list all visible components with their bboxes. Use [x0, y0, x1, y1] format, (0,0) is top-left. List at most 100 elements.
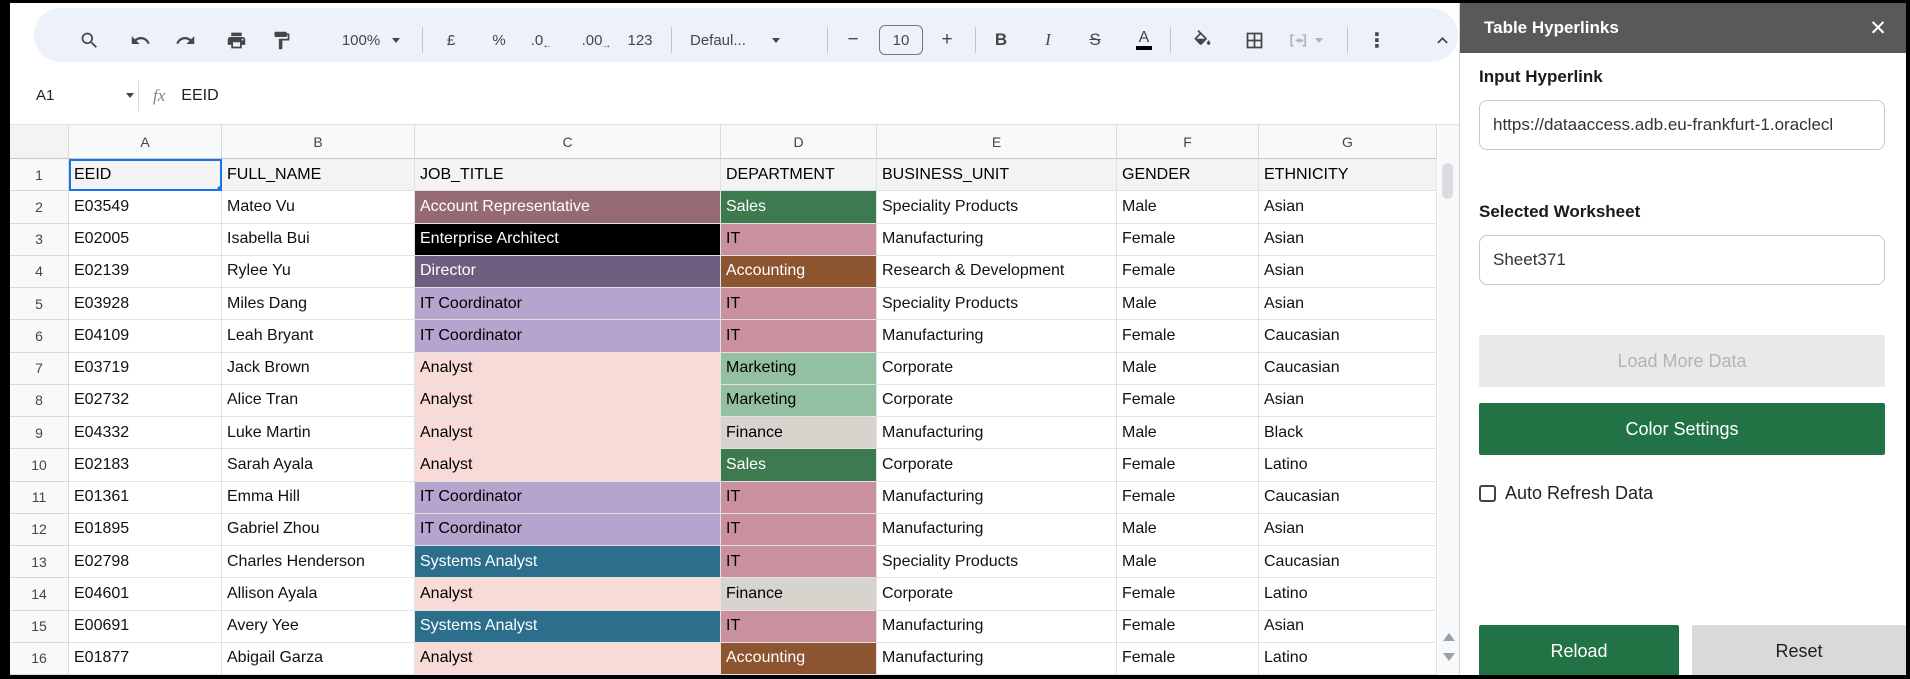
worksheet-input[interactable] — [1479, 235, 1885, 285]
cell-E13[interactable]: Speciality Products — [877, 546, 1117, 579]
load-more-data-button[interactable]: Load More Data — [1479, 335, 1885, 387]
cell-D2[interactable]: Sales — [721, 191, 877, 224]
cell-C15[interactable]: Systems Analyst — [415, 610, 721, 643]
bold-button[interactable]: B — [994, 30, 1008, 49]
italic-button[interactable]: I — [1045, 30, 1051, 49]
decrease-font-size-button[interactable]: − — [847, 29, 859, 50]
row-header-13[interactable]: 13 — [10, 546, 69, 579]
color-settings-button[interactable]: Color Settings — [1479, 403, 1885, 455]
paint-format-icon[interactable] — [263, 22, 299, 58]
cell-D16[interactable]: Accounting — [721, 642, 877, 675]
cell-E16[interactable]: Manufacturing — [877, 642, 1117, 675]
cell-A7[interactable]: E03719 — [69, 352, 222, 385]
cell-A1[interactable]: EEID — [69, 159, 222, 192]
cell-C14[interactable]: Analyst — [415, 578, 721, 611]
cell-E15[interactable]: Manufacturing — [877, 610, 1117, 643]
decrease-decimal-button[interactable]: .0 ← — [524, 22, 560, 58]
cell-E12[interactable]: Manufacturing — [877, 513, 1117, 546]
row-header-3[interactable]: 3 — [10, 223, 69, 256]
cell-D4[interactable]: Accounting — [721, 255, 877, 288]
cell-D10[interactable]: Sales — [721, 449, 877, 482]
increase-font-size-button[interactable]: + — [941, 29, 953, 50]
borders-icon[interactable] — [1236, 22, 1272, 58]
row-header-11[interactable]: 11 — [10, 481, 69, 514]
cell-G8[interactable]: Asian — [1259, 384, 1437, 417]
hide-toolbar-button[interactable] — [1424, 22, 1460, 58]
cell-G12[interactable]: Asian — [1259, 513, 1437, 546]
cell-B16[interactable]: Abigail Garza — [222, 642, 415, 675]
redo-icon[interactable] — [167, 22, 203, 58]
more-options-button[interactable]: ⋮ — [1367, 29, 1387, 52]
zoom-select[interactable]: 100% — [326, 22, 416, 58]
cell-B8[interactable]: Alice Tran — [222, 384, 415, 417]
scrollbar-thumb[interactable] — [1442, 163, 1453, 199]
cell-F12[interactable]: Male — [1117, 513, 1259, 546]
close-icon[interactable]: ✕ — [1869, 16, 1887, 40]
cell-F1[interactable]: GENDER — [1117, 159, 1259, 192]
cell-C12[interactable]: IT Coordinator — [415, 513, 721, 546]
cell-C9[interactable]: Analyst — [415, 417, 721, 450]
cell-D11[interactable]: IT — [721, 481, 877, 514]
print-icon[interactable] — [218, 22, 254, 58]
cell-B11[interactable]: Emma Hill — [222, 481, 415, 514]
cell-B7[interactable]: Jack Brown — [222, 352, 415, 385]
cell-E4[interactable]: Research & Development — [877, 255, 1117, 288]
formula-input[interactable]: EEID — [181, 86, 219, 104]
cell-A11[interactable]: E01361 — [69, 481, 222, 514]
row-header-8[interactable]: 8 — [10, 384, 69, 417]
cell-E2[interactable]: Speciality Products — [877, 191, 1117, 224]
cell-D14[interactable]: Finance — [721, 578, 877, 611]
row-header-7[interactable]: 7 — [10, 352, 69, 385]
row-header-1[interactable]: 1 — [10, 159, 69, 192]
cell-E14[interactable]: Corporate — [877, 578, 1117, 611]
cell-F4[interactable]: Female — [1117, 255, 1259, 288]
cell-E1[interactable]: BUSINESS_UNIT — [877, 159, 1117, 192]
cell-B2[interactable]: Mateo Vu — [222, 191, 415, 224]
cell-G13[interactable]: Caucasian — [1259, 546, 1437, 579]
row-header-6[interactable]: 6 — [10, 320, 69, 353]
cell-D3[interactable]: IT — [721, 223, 877, 256]
cell-E10[interactable]: Corporate — [877, 449, 1117, 482]
cell-A6[interactable]: E04109 — [69, 320, 222, 353]
column-header-G[interactable]: G — [1259, 125, 1437, 159]
cell-D5[interactable]: IT — [721, 288, 877, 321]
cell-B15[interactable]: Avery Yee — [222, 610, 415, 643]
cell-D7[interactable]: Marketing — [721, 352, 877, 385]
cell-B13[interactable]: Charles Henderson — [222, 546, 415, 579]
column-header-B[interactable]: B — [222, 125, 415, 159]
cell-C13[interactable]: Systems Analyst — [415, 546, 721, 579]
column-header-F[interactable]: F — [1117, 125, 1259, 159]
font-size-input[interactable]: 10 — [879, 25, 923, 55]
cell-E7[interactable]: Corporate — [877, 352, 1117, 385]
cell-A15[interactable]: E00691 — [69, 610, 222, 643]
cell-F16[interactable]: Female — [1117, 642, 1259, 675]
cell-B9[interactable]: Luke Martin — [222, 417, 415, 450]
cell-G10[interactable]: Latino — [1259, 449, 1437, 482]
row-header-16[interactable]: 16 — [10, 642, 69, 675]
cell-D15[interactable]: IT — [721, 610, 877, 643]
cell-C4[interactable]: Director — [415, 255, 721, 288]
cell-B5[interactable]: Miles Dang — [222, 288, 415, 321]
cell-C10[interactable]: Analyst — [415, 449, 721, 482]
cell-G3[interactable]: Asian — [1259, 223, 1437, 256]
cell-D12[interactable]: IT — [721, 513, 877, 546]
cell-B10[interactable]: Sarah Ayala — [222, 449, 415, 482]
column-header-D[interactable]: D — [721, 125, 877, 159]
cell-D6[interactable]: IT — [721, 320, 877, 353]
cell-B12[interactable]: Gabriel Zhou — [222, 513, 415, 546]
cell-F7[interactable]: Male — [1117, 352, 1259, 385]
reload-button[interactable]: Reload — [1479, 625, 1679, 675]
row-header-12[interactable]: 12 — [10, 513, 69, 546]
font-select[interactable]: Defaul... — [682, 22, 817, 58]
row-header-5[interactable]: 5 — [10, 288, 69, 321]
text-color-button[interactable]: A — [1126, 22, 1162, 58]
cell-G7[interactable]: Caucasian — [1259, 352, 1437, 385]
increase-decimal-button[interactable]: .00 → — [579, 22, 615, 58]
cell-F5[interactable]: Male — [1117, 288, 1259, 321]
cell-B3[interactable]: Isabella Bui — [222, 223, 415, 256]
scroll-down-icon[interactable] — [1442, 653, 1455, 661]
undo-icon[interactable] — [122, 22, 158, 58]
cell-B4[interactable]: Rylee Yu — [222, 255, 415, 288]
cell-E6[interactable]: Manufacturing — [877, 320, 1117, 353]
cell-F3[interactable]: Female — [1117, 223, 1259, 256]
